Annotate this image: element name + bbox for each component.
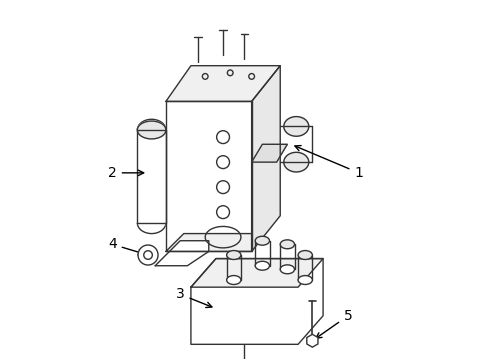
Polygon shape [137, 130, 165, 223]
Ellipse shape [280, 265, 294, 274]
Ellipse shape [283, 117, 308, 136]
Text: 4: 4 [108, 237, 143, 255]
Polygon shape [251, 66, 280, 251]
Polygon shape [251, 144, 287, 162]
Ellipse shape [137, 121, 165, 139]
Polygon shape [190, 258, 323, 287]
Ellipse shape [283, 152, 308, 172]
Ellipse shape [226, 251, 241, 260]
Ellipse shape [298, 275, 312, 284]
Ellipse shape [255, 261, 269, 270]
Ellipse shape [298, 251, 312, 260]
Ellipse shape [226, 275, 241, 284]
Text: 1: 1 [294, 145, 363, 180]
Text: 2: 2 [108, 166, 143, 180]
Polygon shape [306, 334, 317, 347]
Ellipse shape [280, 240, 294, 249]
Polygon shape [165, 234, 251, 251]
Polygon shape [155, 241, 208, 266]
Polygon shape [165, 66, 280, 102]
Circle shape [138, 245, 158, 265]
Text: 3: 3 [176, 287, 211, 307]
Text: 5: 5 [315, 309, 352, 338]
Polygon shape [165, 102, 251, 251]
Polygon shape [190, 258, 323, 344]
Ellipse shape [255, 236, 269, 245]
